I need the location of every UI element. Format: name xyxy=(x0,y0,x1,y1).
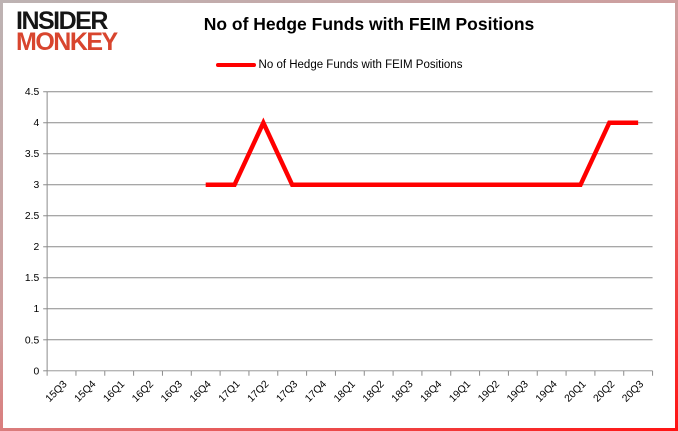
x-tick-label: 19Q3 xyxy=(505,379,531,405)
y-tick-label: 2 xyxy=(33,242,39,253)
x-tick-label: 19Q1 xyxy=(448,379,474,405)
y-tick-label: 3.5 xyxy=(25,149,40,160)
x-tick-label: 17Q4 xyxy=(303,379,329,405)
x-tick-label: 16Q2 xyxy=(130,379,156,405)
x-tick-label: 15Q4 xyxy=(73,379,99,405)
x-tick-label: 18Q2 xyxy=(361,379,387,405)
x-tick-label: 16Q3 xyxy=(159,379,185,405)
x-tick-label: 20Q3 xyxy=(621,379,647,405)
x-tick-label: 19Q2 xyxy=(476,379,502,405)
logo-text-monkey: MONKEY xyxy=(16,28,118,56)
y-tick-label: 0 xyxy=(33,366,39,377)
y-tick-label: 1 xyxy=(33,304,39,315)
legend-line-marker xyxy=(215,63,256,67)
y-tick-label: 0.5 xyxy=(25,335,40,346)
legend-label: No of Hedge Funds with FEIM Positions xyxy=(258,59,463,71)
x-tick-label: 15Q3 xyxy=(44,379,70,405)
logo-text-insider: INSIDER xyxy=(16,7,108,35)
x-tick-label: 20Q1 xyxy=(563,379,589,405)
x-tick-label: 18Q3 xyxy=(390,379,416,405)
y-tick-label: 1.5 xyxy=(25,273,40,284)
x-tick-label: 18Q1 xyxy=(332,379,358,405)
chart-title: No of Hedge Funds with FEIM Positions xyxy=(203,14,535,34)
x-tick-label: 17Q2 xyxy=(246,379,272,405)
y-tick-label: 4.5 xyxy=(25,87,40,98)
y-tick-label: 4 xyxy=(33,118,39,129)
x-tick-label: 17Q1 xyxy=(217,379,243,405)
x-tick-label: 18Q4 xyxy=(419,379,445,405)
x-tick-label: 19Q4 xyxy=(534,379,560,405)
line-chart-plot-area: 0 0.5 1 1.5 2 2.5 3 3.5 4 4.5 15Q3 15Q4 16Q1 16Q2 16Q3… xyxy=(25,87,654,405)
series-line xyxy=(205,117,639,187)
y-tick-label: 3 xyxy=(33,180,39,191)
x-tick-label: 17Q3 xyxy=(275,379,301,405)
x-tick-label: 16Q4 xyxy=(188,379,214,405)
chart-legend: No of Hedge Funds with FEIM Positions xyxy=(3,59,675,71)
y-tick-label: 2.5 xyxy=(25,211,40,222)
x-tick-label: 20Q2 xyxy=(592,379,618,405)
insider-monkey-logo: INSIDER MONKEY xyxy=(16,7,118,56)
x-tick-label: 16Q1 xyxy=(102,379,128,405)
